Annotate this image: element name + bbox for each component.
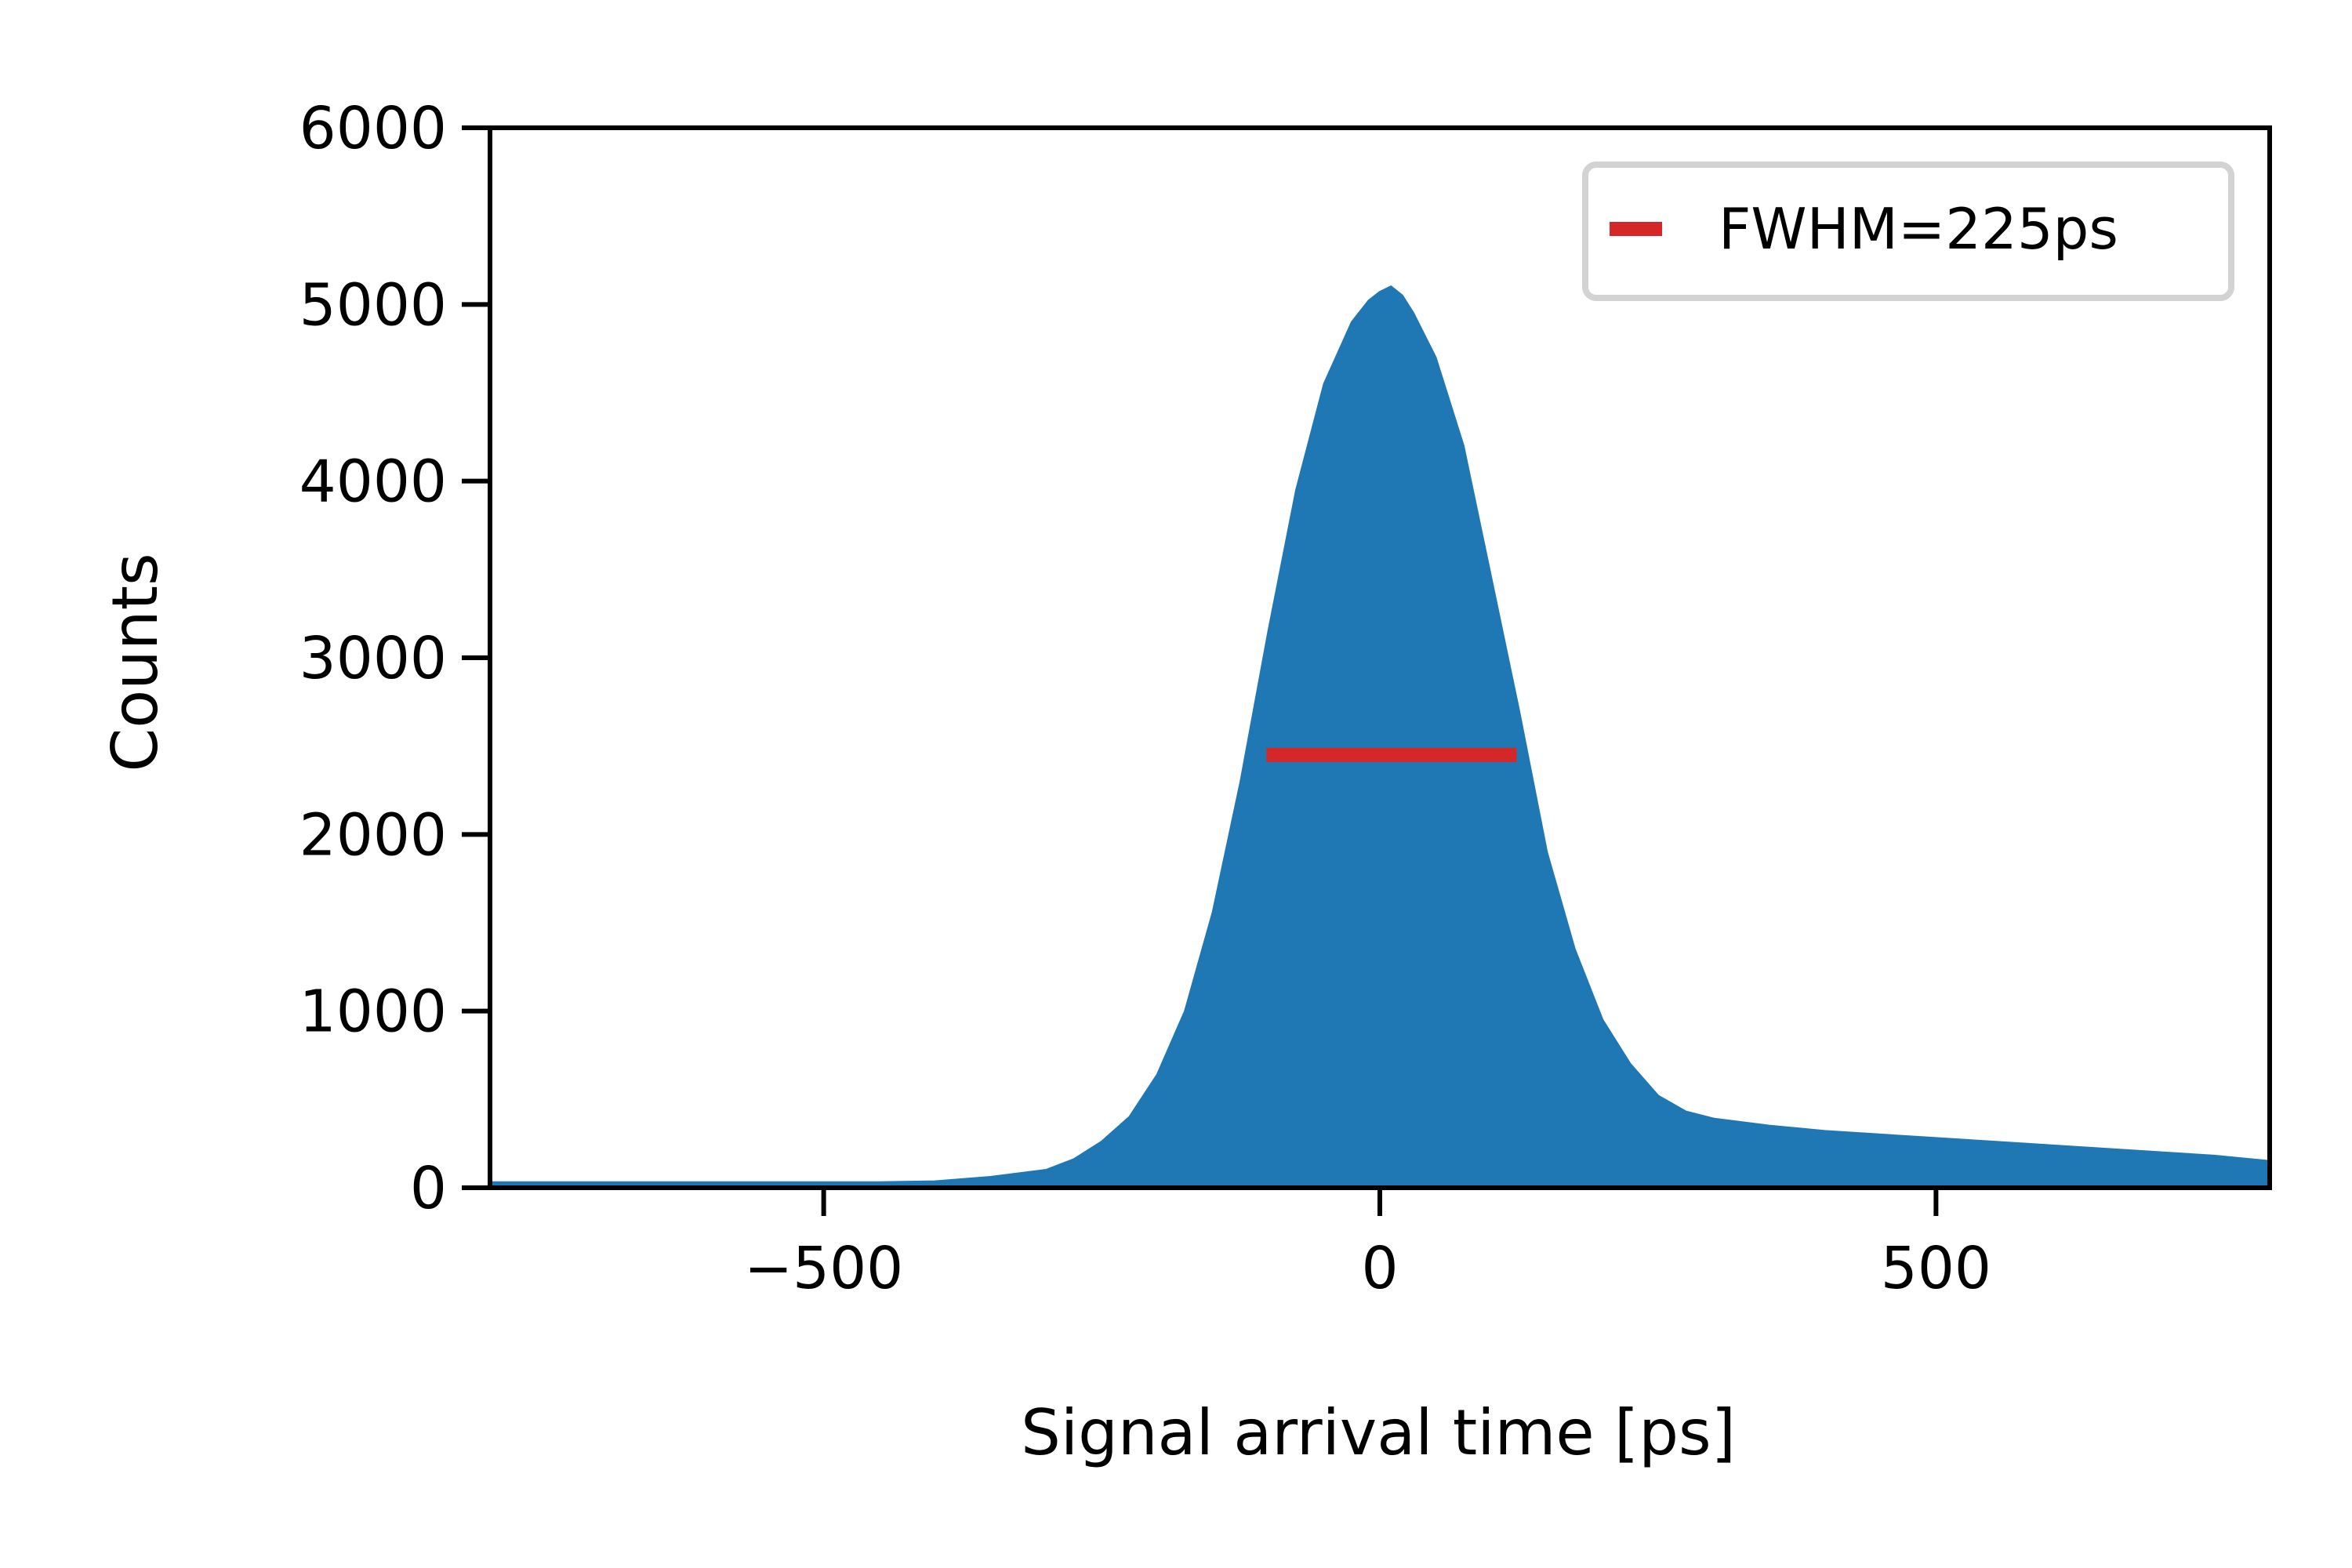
- x-tick-label: −500: [744, 1235, 903, 1302]
- y-tick-label: 3000: [299, 625, 447, 692]
- x-tick-label: 0: [1361, 1235, 1398, 1302]
- y-axis: 0 1000 2000 3000 4000 5000 6000: [299, 95, 490, 1222]
- histogram-area: [488, 285, 2271, 1189]
- x-axis: −500 0 500: [744, 1188, 1991, 1302]
- legend-entry: FWHM=225ps: [1719, 196, 2118, 262]
- y-tick-label: 2000: [299, 801, 447, 869]
- y-tick-label: 0: [410, 1155, 447, 1222]
- y-tick-label: 1000: [299, 978, 447, 1046]
- y-axis-label: Counts: [99, 553, 172, 771]
- legend: FWHM=225ps: [1582, 162, 2234, 301]
- legend-box: [1582, 162, 2234, 301]
- y-tick-label: 4000: [299, 448, 447, 516]
- y-tick-label: 5000: [299, 271, 447, 339]
- y-tick-label: 6000: [299, 95, 447, 162]
- x-axis-label: Signal arrival time [ps]: [1021, 1396, 1736, 1469]
- x-tick-label: 500: [1881, 1235, 1991, 1302]
